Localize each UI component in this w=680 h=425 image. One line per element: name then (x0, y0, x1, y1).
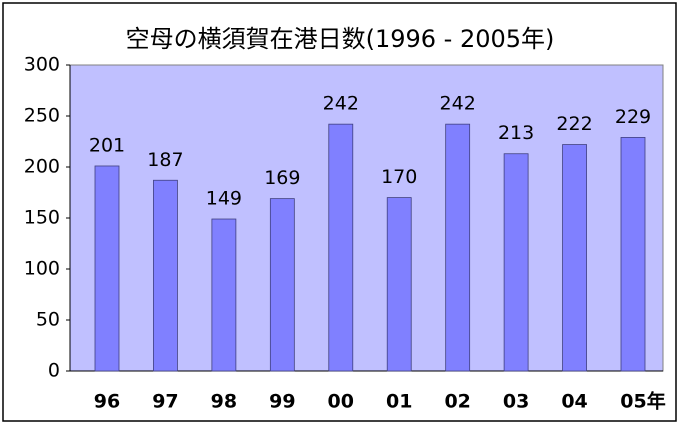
y-tick-label: 100 (24, 258, 60, 280)
x-tick-label: 98 (211, 391, 237, 413)
data-label: 169 (264, 167, 300, 189)
data-label: 229 (615, 106, 651, 128)
x-tick-label: 03 (503, 391, 529, 413)
bar (328, 123, 354, 372)
y-tick-label: 200 (24, 156, 60, 178)
data-label: 187 (147, 149, 183, 171)
x-tick-label: 96 (94, 391, 120, 413)
bar (445, 123, 471, 372)
bar (503, 153, 529, 372)
x-tick-label: 01 (386, 391, 412, 413)
x-tick-label: 04 (561, 391, 587, 413)
x-tick-label: 97 (152, 391, 178, 413)
bar (269, 198, 295, 372)
data-label: 242 (440, 93, 476, 115)
data-label: 201 (89, 134, 125, 156)
y-tick-label: 0 (48, 360, 60, 382)
data-label: 242 (323, 93, 359, 115)
y-tick-label: 150 (24, 207, 60, 229)
x-tick-label: 00 (328, 391, 354, 413)
chart-title: 空母の横須賀在港日数(1996 - 2005年) (126, 25, 555, 53)
bar (94, 165, 120, 372)
bar (153, 179, 178, 372)
x-tick-label: 99 (269, 391, 295, 413)
bar (211, 218, 237, 372)
x-tick-label: 05年 (620, 390, 665, 413)
x-tick-label: 02 (444, 391, 470, 413)
data-label: 213 (498, 122, 534, 144)
y-tick-label: 250 (24, 105, 60, 127)
bar (386, 197, 412, 372)
data-label: 149 (206, 188, 242, 210)
data-label: 222 (556, 113, 592, 135)
data-label: 170 (381, 166, 417, 188)
y-tick-label: 300 (24, 54, 60, 76)
bar (620, 137, 646, 372)
y-tick-label: 50 (36, 309, 60, 331)
bar (562, 144, 587, 372)
